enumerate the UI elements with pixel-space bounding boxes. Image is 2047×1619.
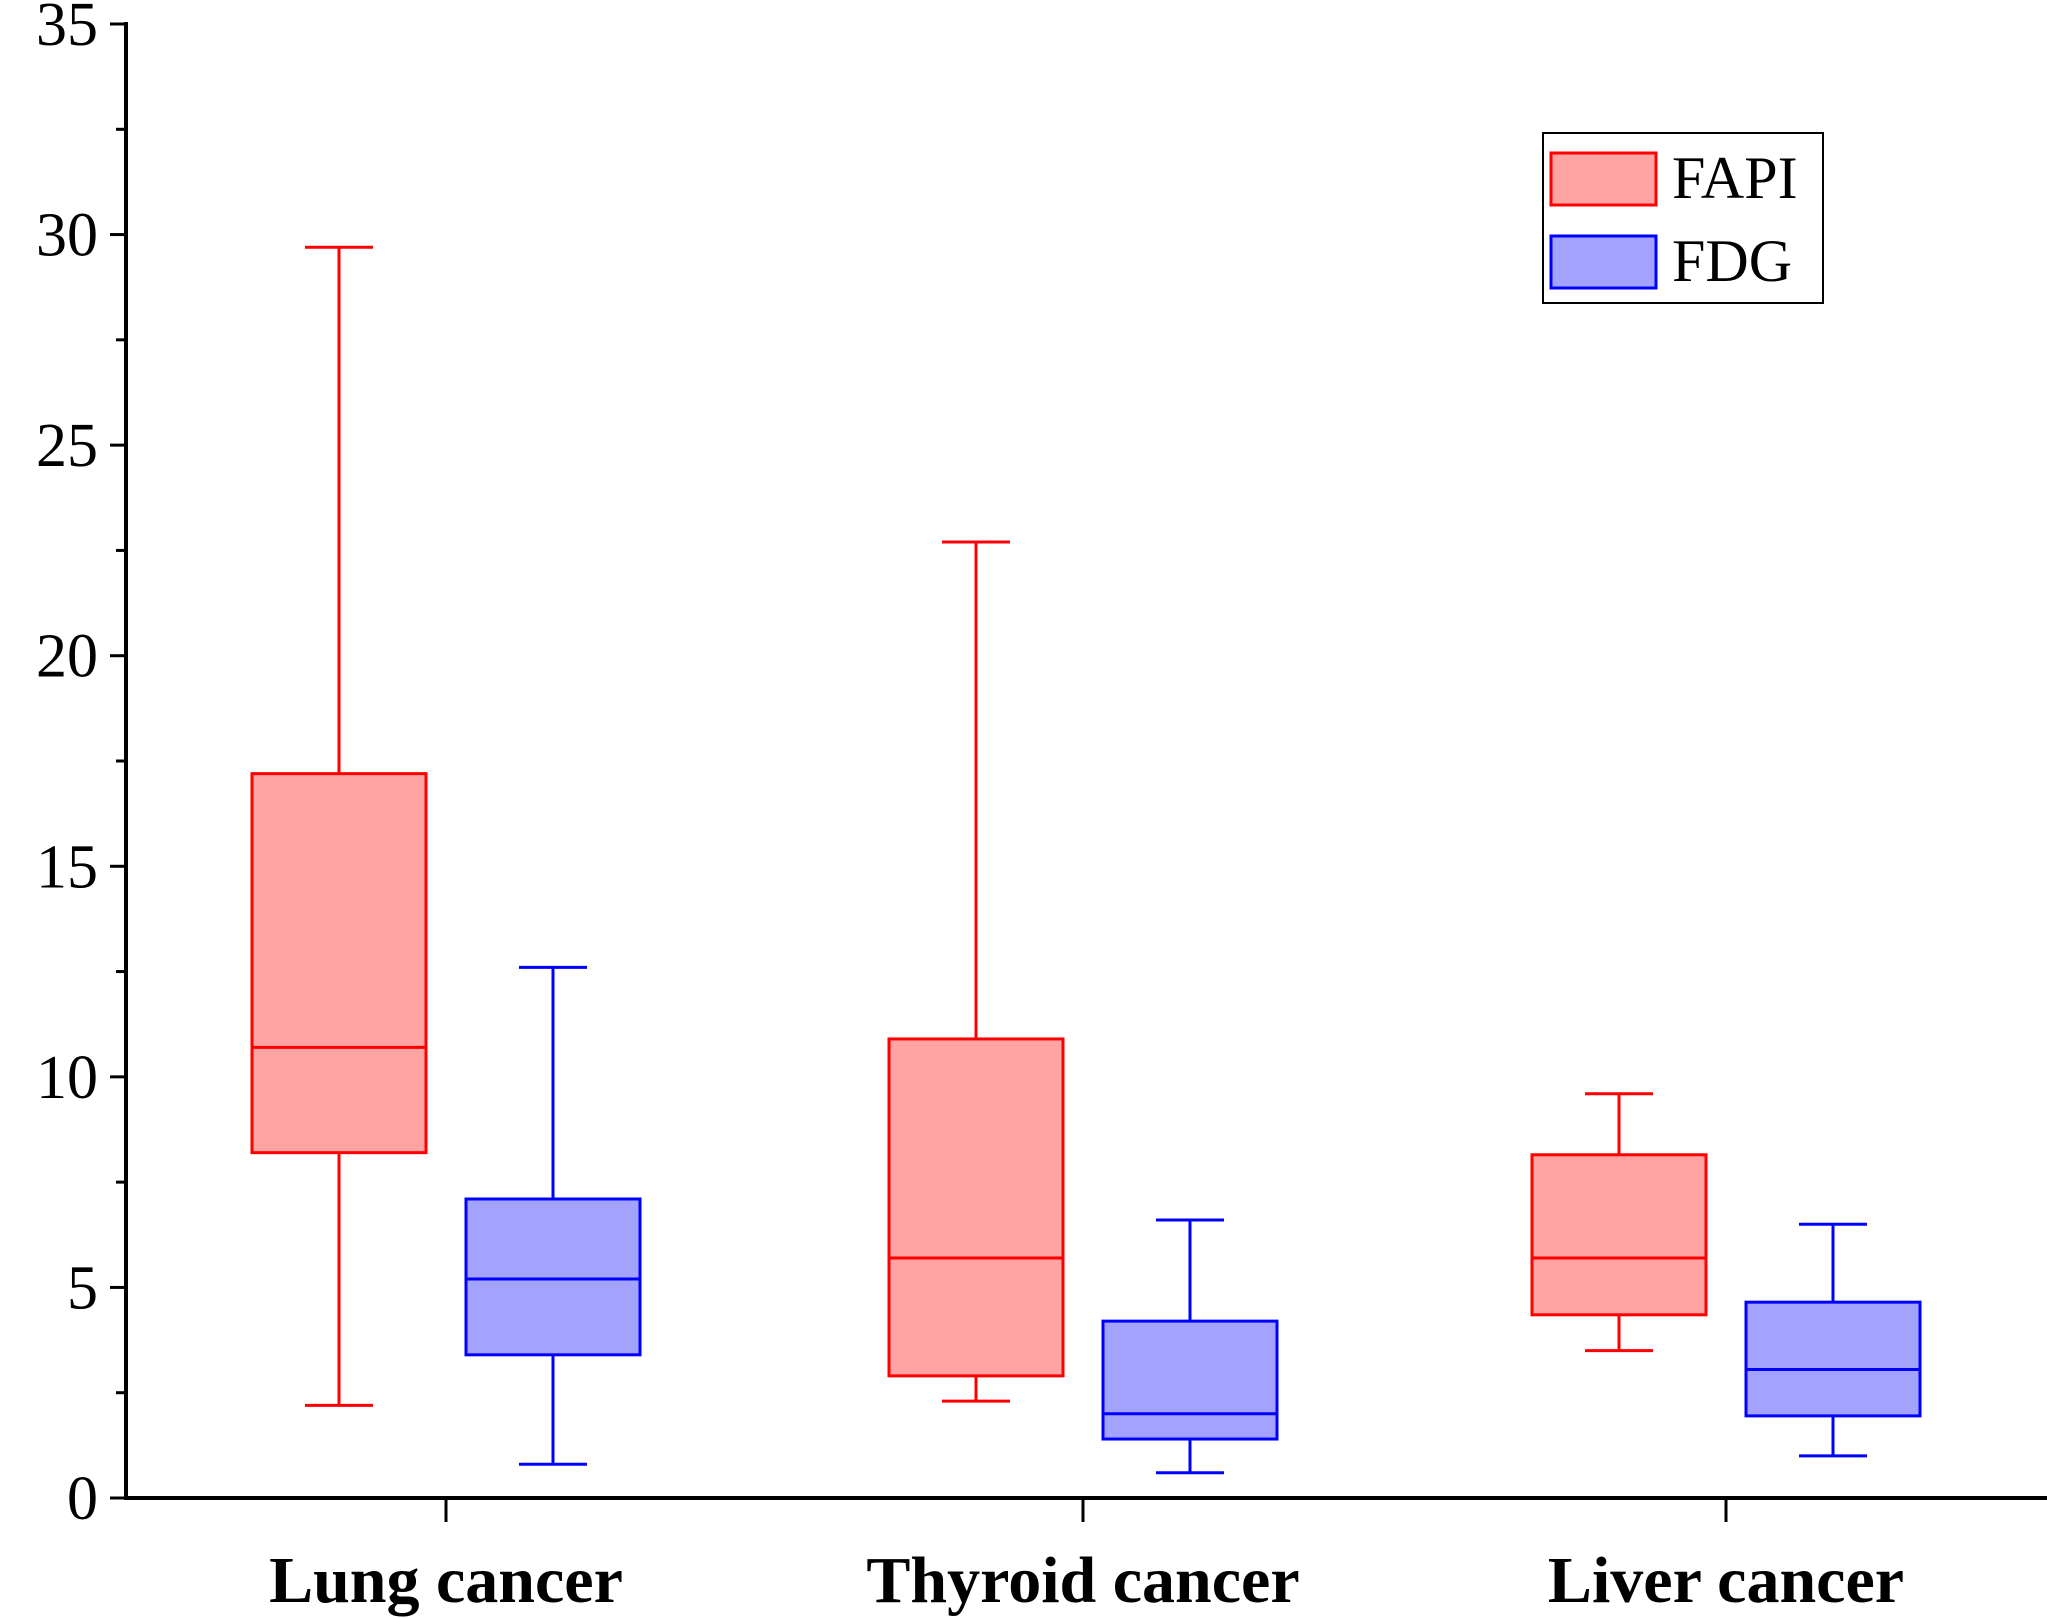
legend-item-fapi: FAPI [1549,145,1798,211]
y-tick-label: 30 [36,202,98,270]
legend-item-fdg: FDG [1549,228,1792,294]
legend-label: FAPI [1672,145,1798,211]
iqr-box [1530,1153,1708,1317]
iqr-box [1101,1319,1279,1441]
y-tick-label: 15 [36,833,98,901]
fapi-box-1 [250,245,428,1407]
legend: FAPI FDG [1542,132,1824,304]
axes-layer: 0 5 10 15 20 25 30 35 Lung cancer Thyroid cancer L… [36,0,2047,1617]
fdg-box-2 [1101,1218,1279,1475]
x-category-label: Liver cancer [1548,1544,1904,1617]
x-category-label: Lung cancer [269,1544,623,1617]
legend-swatch [1549,234,1658,290]
y-tick-label: 25 [36,412,98,480]
fdg-box-3 [1744,1222,1922,1458]
fapi-box-2 [887,540,1065,1403]
fdg-box-1 [464,965,642,1466]
boxes-layer [250,245,1922,1475]
y-tick-label: 10 [36,1044,98,1112]
y-tick-label: 0 [67,1465,98,1533]
iqr-box [1744,1300,1922,1418]
legend-swatch [1549,151,1658,207]
y-tick-label: 35 [36,0,98,59]
x-category-label: Thyroid cancer [866,1544,1299,1617]
iqr-box [250,772,428,1155]
iqr-box [887,1037,1065,1378]
y-tick-label: 5 [67,1254,98,1322]
legend-label: FDG [1672,228,1792,294]
fapi-box-3 [1530,1092,1708,1353]
y-tick-label: 20 [36,623,98,691]
iqr-box [464,1197,642,1357]
